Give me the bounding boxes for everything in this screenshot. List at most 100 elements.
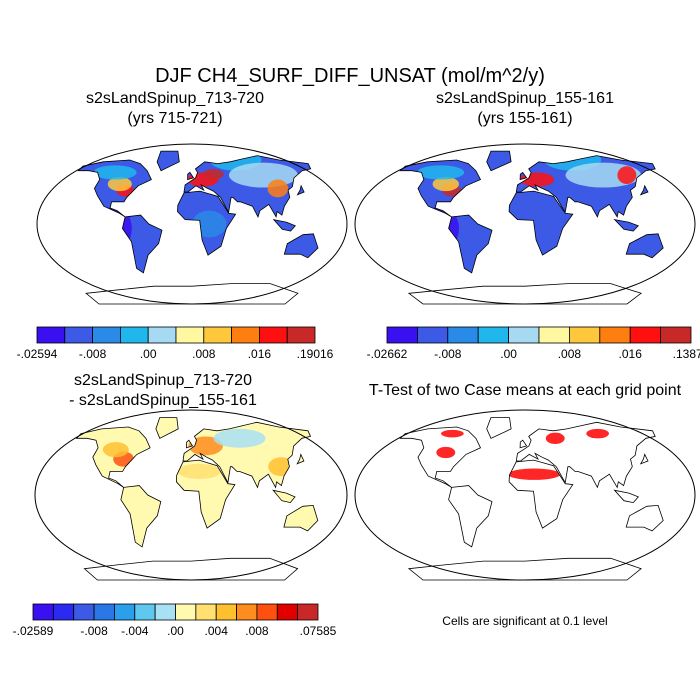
colorbar-box	[297, 603, 319, 621]
colorbar-box	[147, 326, 177, 344]
coastline	[519, 171, 528, 181]
land	[408, 558, 642, 580]
field	[436, 428, 609, 480]
field-patch	[93, 165, 137, 180]
coastline	[625, 504, 664, 532]
field-patch	[192, 210, 227, 238]
colorbar-box	[258, 326, 288, 344]
coastline	[156, 150, 180, 172]
colorbar-box	[36, 326, 66, 344]
colorbar-label: .07585	[300, 624, 337, 638]
land	[448, 485, 492, 547]
coastline	[272, 218, 296, 232]
coastline	[177, 190, 237, 256]
significance-note: Cells are significant at 0.1 level	[442, 614, 607, 628]
colorbar-label: .008	[558, 347, 582, 361]
field-patch	[432, 176, 460, 192]
colorbar-label: -.008	[79, 347, 107, 361]
land	[120, 485, 161, 547]
field-patch	[97, 206, 132, 251]
colorbar-box	[215, 603, 237, 621]
land	[626, 233, 664, 258]
panel-title: (yrs 715-721)	[127, 110, 222, 127]
colorbar-label: .13871	[673, 347, 700, 361]
coastline	[121, 214, 163, 274]
coastline	[296, 184, 305, 196]
map-border	[354, 409, 696, 581]
colorbar-box	[203, 326, 233, 344]
colorbar-label: -.008	[80, 624, 108, 638]
colorbar-label: -.008	[434, 347, 462, 361]
coastline	[515, 421, 656, 489]
land	[283, 505, 318, 531]
land	[626, 505, 664, 531]
colorbar-box	[508, 326, 540, 344]
field-patch	[268, 457, 295, 477]
field-patch	[617, 166, 637, 184]
field-patch	[188, 436, 224, 456]
colorbar-label: .00	[140, 347, 157, 361]
colorbar-box	[93, 603, 115, 621]
colorbar-label: .008	[245, 624, 269, 638]
colorbar-label: -.02589	[13, 624, 54, 638]
colorbar: -.02589 -.008 -.004 .00 .004 .008 .07585	[13, 603, 337, 638]
field-patch	[202, 168, 224, 180]
map-border	[34, 409, 348, 581]
colorbar-box	[569, 326, 601, 344]
colorbar-label: .19016	[297, 347, 334, 361]
coastline	[486, 150, 512, 172]
colorbar-label: .00	[167, 624, 184, 638]
panel-title: - s2sLandSpinup_155-161	[69, 392, 257, 409]
land	[520, 440, 527, 448]
coastline	[175, 459, 236, 529]
field-patch	[441, 429, 464, 438]
panel-title: s2sLandSpinup_713-720	[86, 90, 264, 107]
colorbar-box	[154, 603, 176, 621]
land	[273, 219, 296, 232]
field-patch	[507, 468, 561, 480]
land	[448, 215, 492, 273]
land	[614, 219, 639, 232]
map	[354, 409, 696, 581]
field-patch	[586, 428, 609, 439]
field-patch	[436, 446, 456, 459]
coastline	[613, 218, 640, 232]
land	[157, 151, 180, 171]
colorbar-box	[64, 326, 94, 344]
colorbar: -.02662 -.008 .00 .008 .016 .13871	[367, 326, 700, 361]
coastline	[399, 159, 482, 218]
coastline	[296, 453, 305, 465]
colorbar-label: .00	[500, 347, 517, 361]
panel-title: T-Test of two Case means at each grid po…	[369, 382, 682, 399]
panel-title: s2sLandSpinup_713-720	[74, 372, 252, 389]
coastline	[515, 155, 656, 218]
coastline	[448, 485, 493, 548]
coastline	[182, 421, 312, 489]
colorbar-label: -.02662	[367, 347, 408, 361]
panel-title: s2sLandSpinup_155-161	[436, 90, 614, 107]
coastline	[448, 214, 493, 274]
colorbar-box	[416, 326, 449, 344]
colorbar-label: .008	[192, 347, 216, 361]
colorbar-box	[175, 603, 197, 621]
coastline	[639, 184, 649, 196]
field-patch	[267, 179, 289, 198]
coastline	[613, 489, 639, 504]
colorbar-box	[52, 603, 75, 621]
colorbar-box	[286, 326, 316, 344]
land	[486, 417, 512, 439]
coastline	[155, 417, 179, 439]
field-patch	[102, 442, 129, 458]
colorbar-label: -.02594	[17, 347, 58, 361]
colorbar-box	[236, 603, 258, 621]
map-border	[36, 143, 348, 305]
colorbar: -.02594 -.008 .00 .008 .016 .19016	[17, 326, 334, 361]
colorbar-label: .016	[619, 347, 643, 361]
coastline	[75, 426, 151, 488]
colorbar-box	[629, 326, 662, 344]
land	[273, 490, 295, 503]
field	[102, 428, 295, 479]
colorbar-box	[195, 603, 217, 621]
map	[36, 143, 348, 305]
field-patch	[213, 428, 266, 448]
